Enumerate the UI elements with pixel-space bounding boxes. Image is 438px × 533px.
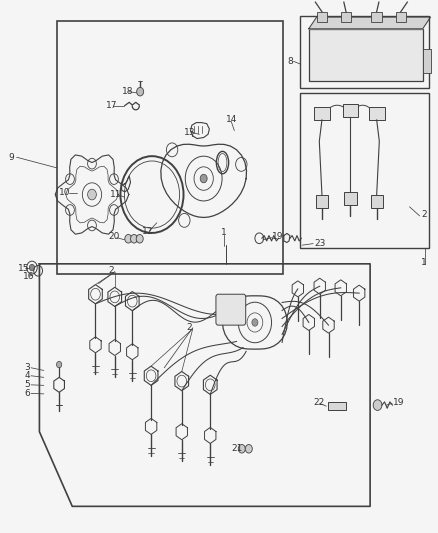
Circle shape — [131, 235, 138, 243]
Text: 16: 16 — [23, 272, 34, 280]
Circle shape — [200, 174, 207, 183]
Bar — [369, 107, 385, 120]
Bar — [328, 402, 346, 410]
Bar — [341, 12, 351, 22]
Text: 18: 18 — [122, 87, 133, 96]
Bar — [371, 12, 382, 22]
Bar — [300, 93, 429, 248]
Text: 12: 12 — [142, 228, 154, 236]
Bar — [344, 192, 357, 205]
Text: 3: 3 — [24, 364, 30, 372]
Text: 6: 6 — [24, 389, 30, 398]
Text: 1: 1 — [221, 228, 226, 237]
Circle shape — [373, 400, 382, 410]
Circle shape — [136, 235, 143, 243]
Bar — [423, 49, 431, 73]
Text: 9: 9 — [9, 153, 14, 161]
FancyBboxPatch shape — [216, 294, 246, 325]
Bar — [343, 104, 358, 117]
Circle shape — [88, 189, 96, 200]
Text: 20: 20 — [109, 232, 120, 241]
Text: 21: 21 — [231, 445, 243, 453]
Bar — [316, 195, 328, 208]
Text: 13: 13 — [184, 128, 195, 136]
Text: 23: 23 — [314, 239, 326, 248]
Text: 10: 10 — [59, 189, 71, 197]
Text: 11: 11 — [110, 190, 122, 199]
Text: 17: 17 — [106, 101, 117, 110]
Text: 19: 19 — [272, 232, 284, 240]
Circle shape — [252, 319, 258, 326]
Polygon shape — [309, 17, 431, 29]
Text: 2: 2 — [186, 324, 192, 332]
Bar — [396, 12, 406, 22]
Text: 5: 5 — [24, 381, 30, 389]
Bar — [57, 21, 283, 274]
Circle shape — [125, 235, 132, 243]
Text: 14: 14 — [226, 116, 237, 124]
Text: 8: 8 — [288, 57, 293, 66]
FancyBboxPatch shape — [309, 29, 423, 81]
Circle shape — [137, 87, 144, 96]
Text: 4: 4 — [24, 372, 30, 380]
Circle shape — [29, 264, 35, 271]
Circle shape — [245, 445, 252, 453]
Text: 15: 15 — [18, 264, 30, 272]
Circle shape — [238, 445, 245, 453]
Circle shape — [57, 361, 62, 368]
Bar — [300, 16, 429, 88]
Bar — [371, 195, 383, 208]
Text: 1: 1 — [421, 258, 427, 266]
Text: 2: 2 — [421, 210, 427, 219]
Bar — [317, 12, 327, 22]
Bar — [314, 107, 330, 120]
Text: 2: 2 — [109, 266, 114, 275]
Text: 19: 19 — [393, 398, 405, 407]
Text: 22: 22 — [313, 398, 325, 407]
